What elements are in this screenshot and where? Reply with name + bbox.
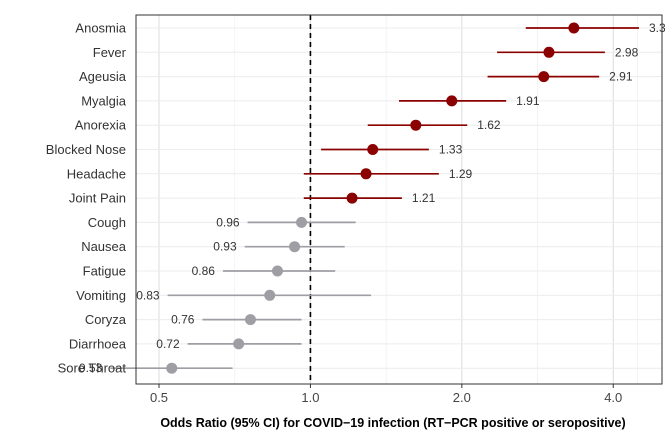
category-label: Anorexia xyxy=(75,118,127,133)
point-estimate xyxy=(244,314,256,326)
point-estimate xyxy=(233,338,245,350)
x-tick-label: 2.0 xyxy=(453,390,471,405)
point-estimate xyxy=(346,192,358,204)
value-label: 1.33 xyxy=(439,143,463,157)
category-label: Coryza xyxy=(85,312,127,327)
category-label: Fever xyxy=(93,45,127,60)
point-estimate xyxy=(289,241,301,253)
category-label: Vomiting xyxy=(76,288,126,303)
point-estimate xyxy=(360,168,372,180)
value-label: 2.98 xyxy=(615,45,639,59)
x-tick-label: 4.0 xyxy=(604,390,622,405)
value-label: 1.21 xyxy=(412,191,436,205)
value-label: 0.53 xyxy=(79,361,103,375)
value-label: 1.91 xyxy=(516,94,540,108)
value-label: 0.76 xyxy=(171,313,195,327)
value-label: 1.29 xyxy=(449,167,473,181)
category-label: Diarrhoea xyxy=(69,336,127,351)
value-label: 2.91 xyxy=(609,70,633,84)
category-label: Blocked Nose xyxy=(46,142,126,157)
point-estimate xyxy=(568,22,580,34)
category-label: Myalgia xyxy=(81,93,127,108)
point-estimate xyxy=(538,71,550,83)
x-axis-title: Odds Ratio (95% CI) for COVID−19 infecti… xyxy=(160,416,625,430)
value-label: 3.34 xyxy=(649,21,665,35)
marks: 3.34 2.98 2.91 1.91 1.62 1.33 1.29 1.21 0.96 0.93… xyxy=(79,21,665,375)
panel-border xyxy=(135,14,663,385)
value-label: 0.72 xyxy=(156,337,180,351)
value-label: 0.96 xyxy=(216,215,240,229)
category-label: Ageusia xyxy=(79,69,127,84)
point-estimate xyxy=(296,216,308,228)
category-label: Fatigue xyxy=(83,264,126,279)
category-label: Joint Pain xyxy=(69,191,126,206)
x-tick-label: 1.0 xyxy=(301,390,319,405)
point-estimate xyxy=(410,119,422,131)
point-estimate xyxy=(166,362,178,374)
point-estimate xyxy=(367,144,379,155)
category-labels: Anosmia Fever Ageusia Myalgia Anorexia Blocke… xyxy=(46,21,127,376)
category-label: Headache xyxy=(67,166,126,181)
point-estimate xyxy=(271,265,283,277)
point-estimate xyxy=(543,46,555,58)
value-label: 0.83 xyxy=(136,288,160,302)
point-estimate xyxy=(446,95,458,107)
category-label: Anosmia xyxy=(75,21,126,36)
category-label: Sore Throat xyxy=(58,361,127,376)
x-tick-label: 0.5 xyxy=(150,390,168,405)
value-label: 0.93 xyxy=(213,240,237,254)
category-label: Nausea xyxy=(81,239,127,254)
point-estimate xyxy=(264,289,276,301)
value-label: 0.86 xyxy=(192,264,216,278)
category-label: Cough xyxy=(88,215,126,230)
value-label: 1.62 xyxy=(477,118,501,132)
x-axis-ticks: 0.5 1.0 2.0 4.0 xyxy=(150,384,622,405)
